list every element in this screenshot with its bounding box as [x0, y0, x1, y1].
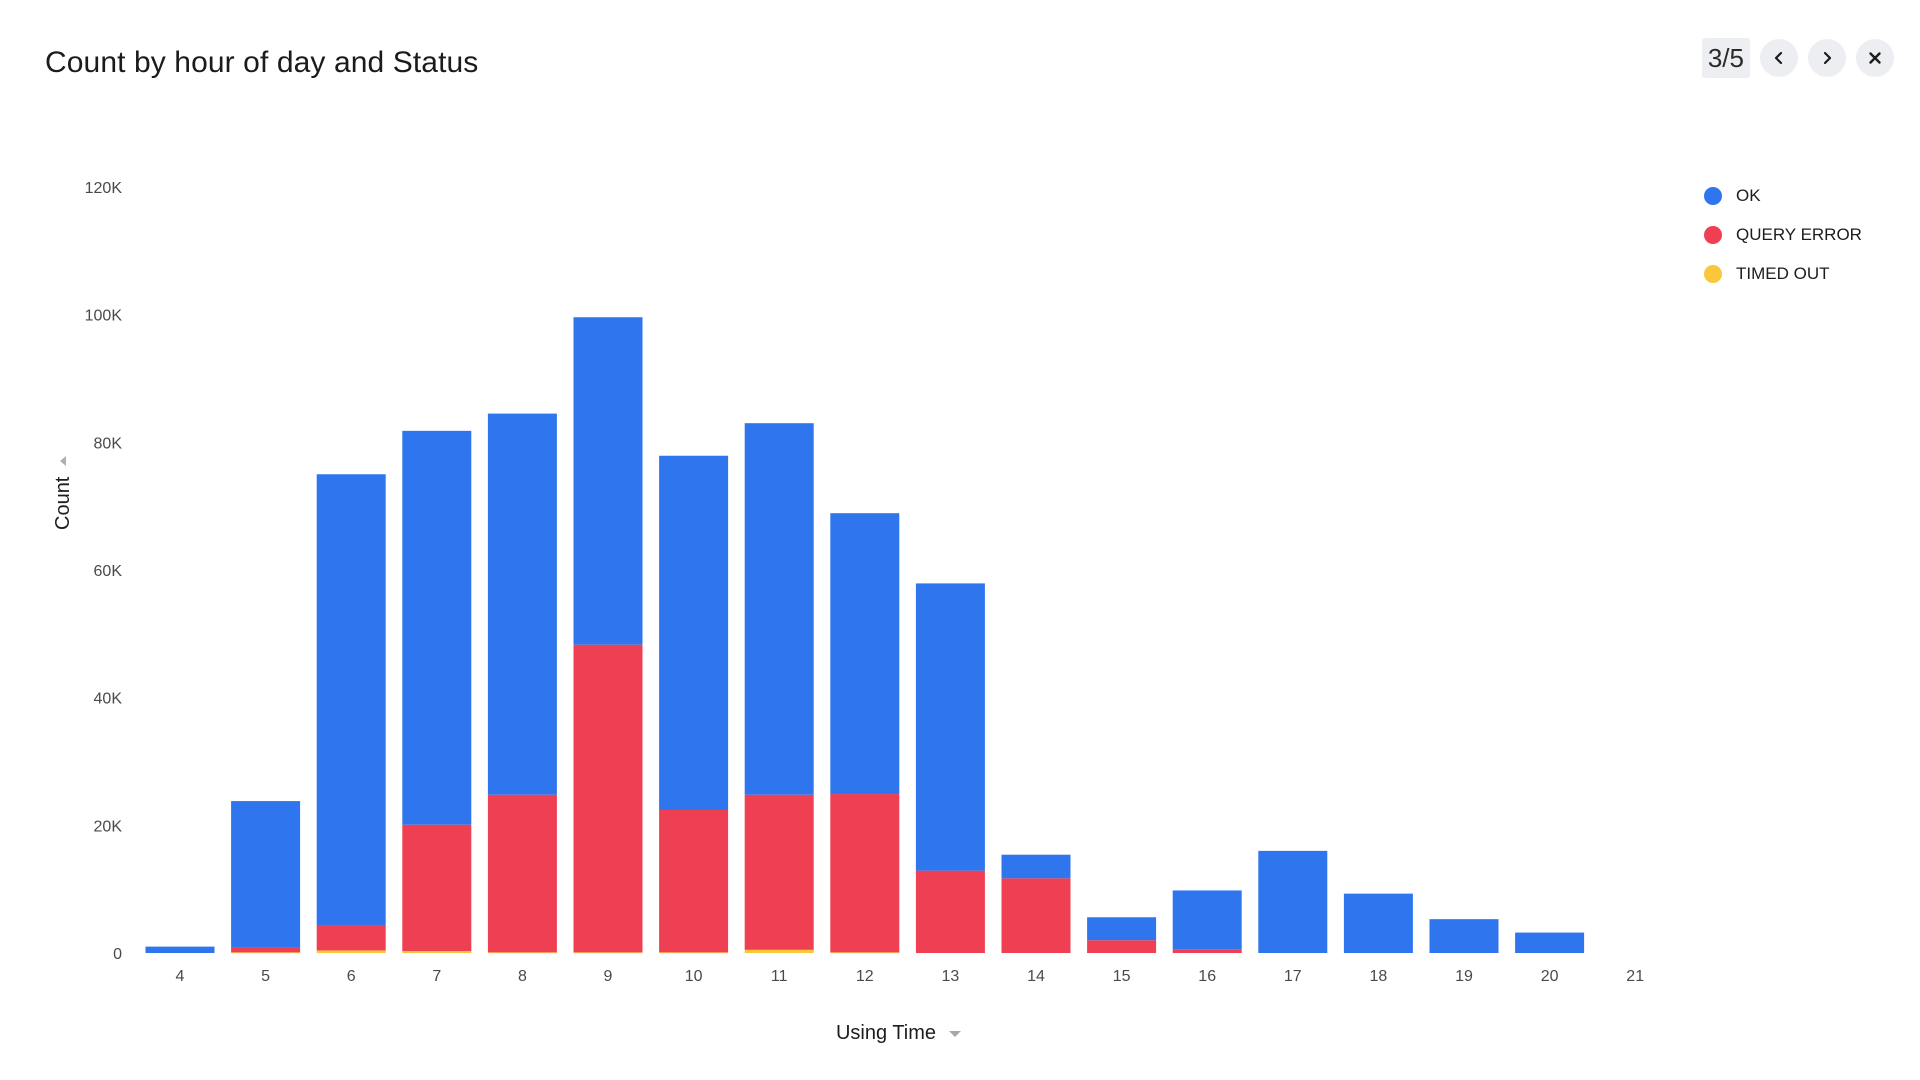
x-tick-label: 6: [347, 968, 356, 985]
bar-query-error-hour-14[interactable]: [1001, 878, 1071, 953]
close-icon: [1869, 52, 1881, 64]
bar-query-error-hour-7[interactable]: [402, 824, 472, 952]
x-tick-label: 9: [604, 968, 613, 985]
bar-ok-hour-8[interactable]: [487, 413, 557, 795]
x-axis-label: Using Time: [835, 1022, 937, 1044]
y-axis-label-control[interactable]: Count: [52, 453, 75, 530]
bar-ok-hour-17[interactable]: [1258, 850, 1328, 953]
x-tick-label: 11: [771, 968, 788, 985]
x-axis-label-control[interactable]: Using Time: [836, 1022, 964, 1045]
y-tick-label: 40K: [94, 691, 123, 708]
x-tick-label: 15: [1113, 968, 1131, 985]
bar-query-error-hour-12[interactable]: [830, 794, 900, 953]
bar-query-error-hour-6[interactable]: [316, 925, 386, 951]
bar-ok-hour-14[interactable]: [1001, 854, 1071, 879]
y-axis-label: Count: [52, 476, 74, 530]
legend-dot-icon: [1704, 264, 1722, 283]
legend-item-timed-out[interactable]: TIMED OUT: [1704, 254, 1862, 293]
bar-ok-hour-18[interactable]: [1343, 893, 1413, 953]
y-tick-label: 100K: [85, 308, 123, 325]
bar-query-error-hour-10[interactable]: [659, 810, 729, 953]
bar-query-error-hour-5[interactable]: [231, 947, 301, 953]
bar-ok-hour-12[interactable]: [830, 513, 900, 795]
bar-query-error-hour-11[interactable]: [744, 794, 814, 950]
caret-down-icon: [949, 1030, 962, 1037]
x-tick-label: 19: [1455, 968, 1473, 985]
legend-dot-icon: [1704, 186, 1722, 205]
y-tick-label: 120K: [85, 180, 123, 197]
bar-ok-hour-4[interactable]: [145, 946, 215, 953]
x-tick-label: 17: [1284, 968, 1302, 985]
x-tick-label: 18: [1370, 968, 1388, 985]
bar-timed-out-hour-5[interactable]: [231, 952, 301, 954]
legend: OK QUERY ERROR TIMED OUT: [1704, 176, 1862, 293]
x-tick-label: 12: [856, 968, 874, 985]
next-button[interactable]: [1808, 39, 1846, 77]
previous-button[interactable]: [1760, 39, 1798, 77]
x-tick-label: 21: [1626, 968, 1644, 985]
x-tick-label: 20: [1541, 968, 1559, 985]
chart-title: Count by hour of day and Status: [45, 46, 479, 79]
chevron-left-icon: [1774, 51, 1783, 65]
bar-timed-out-hour-12[interactable]: [830, 952, 900, 954]
x-tick-label: 10: [685, 968, 703, 985]
x-tick-label: 5: [261, 968, 270, 985]
y-tick-label: 20K: [94, 818, 123, 835]
bar-ok-hour-7[interactable]: [402, 430, 472, 825]
bar-ok-hour-10[interactable]: [659, 455, 729, 811]
bar-ok-hour-11[interactable]: [744, 423, 814, 795]
y-tick-label: 0: [113, 946, 122, 963]
legend-label: OK: [1736, 185, 1761, 205]
pager: 3/5: [1701, 38, 1894, 78]
legend-label: TIMED OUT: [1736, 263, 1830, 283]
bar-timed-out-hour-9[interactable]: [573, 952, 643, 954]
x-tick-label: 8: [518, 968, 527, 985]
bar-ok-hour-15[interactable]: [1087, 917, 1157, 941]
x-tick-label: 7: [432, 968, 441, 985]
bar-ok-hour-16[interactable]: [1172, 890, 1242, 950]
x-axis-label-row: Using Time: [0, 1022, 1920, 1045]
bar-ok-hour-20[interactable]: [1515, 932, 1585, 953]
y-tick-label: 60K: [94, 563, 123, 580]
legend-dot-icon: [1704, 225, 1722, 244]
x-tick-label: 4: [176, 968, 185, 985]
legend-item-ok[interactable]: OK: [1704, 176, 1862, 215]
bar-query-error-hour-8[interactable]: [487, 794, 557, 953]
legend-label: QUERY ERROR: [1736, 224, 1862, 244]
bar-query-error-hour-9[interactable]: [573, 644, 643, 953]
bar-ok-hour-6[interactable]: [316, 474, 386, 926]
close-button[interactable]: [1856, 39, 1894, 77]
bar-timed-out-hour-11[interactable]: [744, 949, 814, 953]
bar-timed-out-hour-6[interactable]: [316, 950, 386, 953]
pager-count: 3/5: [1701, 38, 1750, 78]
bar-timed-out-hour-7[interactable]: [402, 951, 472, 953]
legend-item-query-error[interactable]: QUERY ERROR: [1704, 215, 1862, 254]
bar-ok-hour-5[interactable]: [231, 801, 301, 948]
bar-query-error-hour-15[interactable]: [1087, 940, 1157, 953]
y-tick-label: 80K: [94, 435, 123, 452]
bar-ok-hour-13[interactable]: [915, 583, 985, 871]
bar-timed-out-hour-8[interactable]: [487, 952, 557, 954]
bar-query-error-hour-16[interactable]: [1172, 949, 1242, 953]
chevron-right-icon: [1823, 51, 1832, 65]
bar-ok-hour-9[interactable]: [573, 317, 643, 645]
bar-ok-hour-19[interactable]: [1429, 919, 1499, 953]
bar-query-error-hour-13[interactable]: [915, 870, 985, 953]
caret-right-icon: [59, 455, 66, 466]
bar-timed-out-hour-10[interactable]: [659, 952, 729, 954]
x-tick-label: 14: [1027, 968, 1045, 985]
x-tick-label: 13: [942, 968, 960, 985]
x-tick-label: 16: [1198, 968, 1216, 985]
